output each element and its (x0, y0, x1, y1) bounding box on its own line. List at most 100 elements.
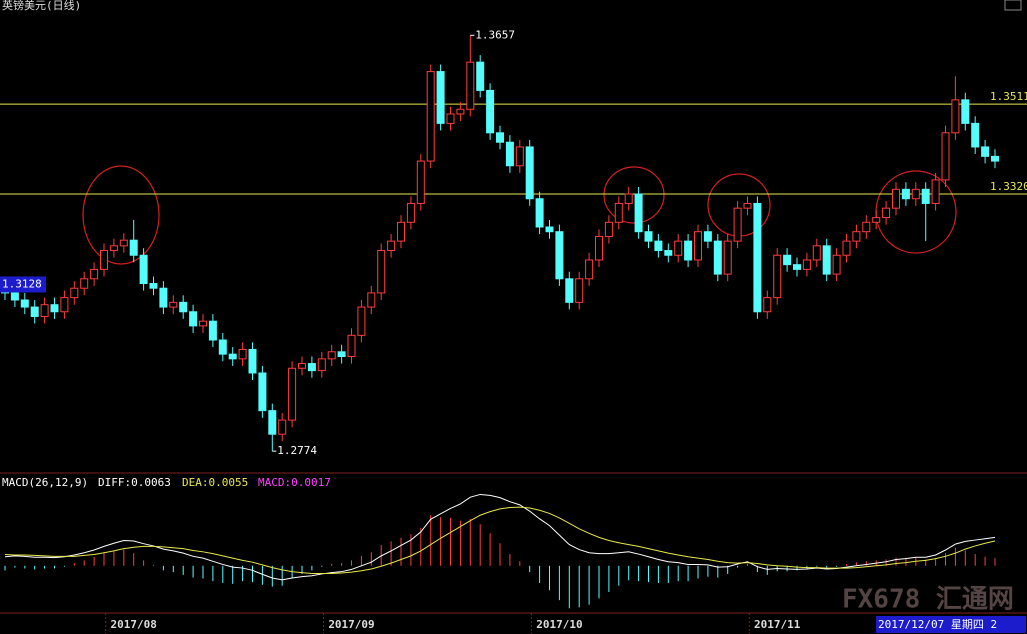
candle-body (515, 146, 524, 167)
candle-body (614, 202, 623, 223)
candle-body (723, 240, 732, 275)
candle-body (228, 353, 237, 360)
candle-body (446, 113, 455, 124)
candle-body (713, 240, 722, 275)
candle-body (159, 287, 168, 308)
candle-body (80, 278, 89, 289)
candle-body (50, 304, 59, 313)
price-marker-label: 1.3128 (2, 277, 42, 290)
candle-body (694, 231, 702, 261)
candle-body (426, 71, 435, 162)
candle-body (486, 89, 495, 134)
chart-title: 英镑美元(日线) (2, 0, 81, 12)
level-label: 1.3320 (990, 180, 1027, 193)
candle-body (892, 188, 900, 209)
candle-body (149, 283, 158, 289)
candle-body (862, 221, 871, 233)
window-box (1004, 0, 1022, 11)
candle-body (357, 306, 366, 336)
candle-body (218, 339, 227, 355)
candle-body (684, 240, 693, 261)
candle-body (476, 61, 485, 91)
candle-body (278, 419, 287, 435)
candle-body (505, 141, 514, 167)
candle-body (525, 146, 534, 200)
candle-body (545, 226, 554, 233)
candle-body (199, 320, 207, 327)
candle-body (337, 351, 346, 358)
candle-body (555, 231, 564, 280)
candle-body (644, 231, 653, 242)
candle-body (961, 99, 970, 124)
candle-body (347, 334, 356, 358)
x-tick-label: 2017/10 (536, 618, 582, 631)
x-tick-label: 2017/11 (754, 618, 801, 631)
candle-body (585, 259, 594, 280)
candle-body (397, 221, 405, 242)
candle-body (189, 311, 198, 327)
x-tick-label: 2017/09 (328, 618, 374, 631)
candle-body (30, 306, 39, 317)
candle-body (169, 301, 178, 308)
candle-body (753, 202, 762, 313)
candle-body (882, 207, 891, 219)
candle-body (832, 254, 841, 275)
candle-body (208, 320, 217, 341)
low-label: 1.2774 (277, 444, 317, 457)
x-tick-label: 2017/08 (111, 618, 157, 631)
candle-body (258, 372, 267, 412)
candle-body (100, 250, 108, 270)
candle-body (298, 363, 306, 369)
candle-body (604, 221, 613, 237)
candle-body (535, 198, 544, 228)
high-label: 1.3657 (475, 28, 515, 41)
candle-body (664, 250, 673, 256)
candle-body (179, 301, 188, 313)
macd-label: MACD:0.0017 (258, 476, 331, 489)
candle-body (931, 179, 940, 204)
level-label: 1.3511 (990, 90, 1027, 103)
candle-body (921, 188, 930, 204)
candle-body (674, 240, 683, 256)
candle-body (842, 240, 851, 256)
circle-annotation (603, 166, 665, 224)
candle-body (971, 122, 980, 148)
candle-body (248, 348, 257, 374)
dea-line (4, 506, 996, 574)
macd-title: MACD(26,12,9) (2, 476, 88, 489)
diff-line (4, 493, 996, 581)
candle-body (783, 254, 792, 266)
candle-body (575, 278, 584, 303)
candle-body (436, 71, 445, 124)
candle-body (377, 250, 386, 294)
candle-body (288, 367, 297, 421)
candle-body (911, 188, 920, 200)
candle-body (129, 239, 138, 256)
candle-body (822, 245, 831, 275)
candle-body (951, 99, 960, 134)
candle-body (565, 278, 574, 303)
candle-body (733, 207, 742, 242)
candle-body (654, 240, 663, 252)
candle-body (416, 160, 425, 204)
date-box (876, 616, 1026, 633)
candle-body (268, 410, 277, 435)
candle-body (367, 292, 376, 308)
candle-body (852, 231, 861, 242)
candle-body (812, 245, 821, 261)
price-marker-box (0, 276, 46, 293)
candle-body (406, 202, 415, 223)
diff-label: DIFF:0.0063 (98, 476, 171, 489)
candle-body (317, 358, 326, 372)
candle-body (109, 245, 118, 252)
candle-body (10, 292, 19, 301)
candle-body (773, 254, 782, 299)
candle-body (40, 304, 49, 317)
date-label: 2017/12/07 星期四 2 (878, 618, 997, 631)
candle-body (456, 108, 465, 115)
candle-body (90, 268, 99, 280)
candle-body (595, 235, 603, 261)
candle-body (466, 61, 475, 110)
